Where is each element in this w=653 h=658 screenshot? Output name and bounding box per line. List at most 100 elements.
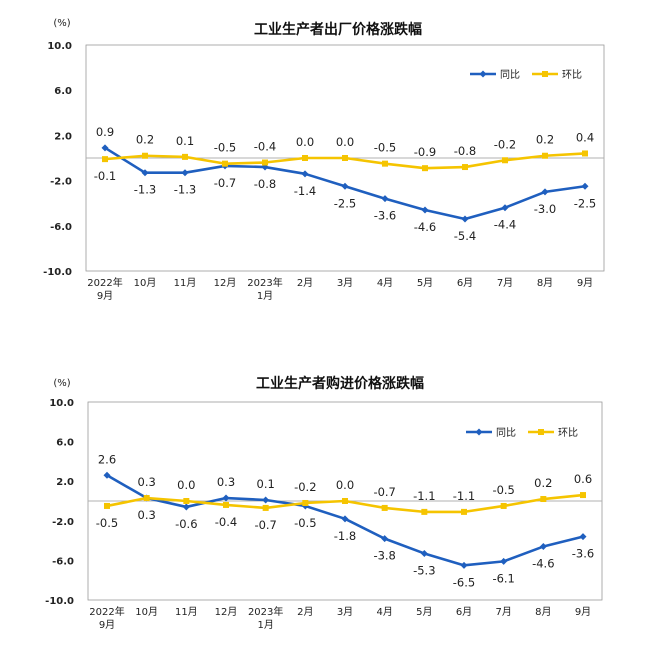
data-point-yoy	[460, 561, 468, 569]
x-tick-label-line: 3月	[337, 277, 353, 289]
x-tick-label: 5月	[416, 606, 432, 618]
x-tick-label-line: 2月	[297, 277, 313, 289]
x-tick-label-line: 12月	[214, 277, 237, 289]
x-tick-label-line: 2023年	[247, 276, 282, 289]
x-tick-label-line: 5月	[417, 277, 433, 289]
data-point-yoy	[101, 144, 109, 152]
data-label-yoy: 2.6	[98, 452, 116, 466]
data-label-mom: -0.5	[374, 141, 396, 155]
x-tick-label: 8月	[535, 606, 551, 618]
data-label-mom: 0.2	[534, 476, 552, 490]
data-point-yoy	[581, 182, 589, 190]
data-label-mom: 0.2	[136, 133, 154, 147]
data-point-yoy	[579, 533, 587, 541]
data-label-yoy: -4.4	[494, 218, 516, 232]
x-tick-label-line: 6月	[457, 277, 473, 289]
y-tick-label: -10.0	[43, 267, 72, 278]
x-tick-label: 2022年 9月	[89, 605, 124, 631]
y-tick-label: 2.0	[54, 131, 72, 142]
data-label-yoy: -1.8	[334, 529, 356, 543]
data-point-yoy	[341, 182, 349, 190]
data-label-yoy: -3.6	[374, 209, 396, 223]
x-tick-label: 7月	[495, 606, 511, 618]
x-tick-label-line: 1月	[257, 619, 273, 631]
data-point-mom	[102, 156, 108, 163]
data-point-yoy	[141, 169, 149, 177]
data-point-yoy	[501, 204, 509, 212]
data-point-mom	[421, 508, 428, 515]
data-label-yoy: 0.3	[217, 475, 235, 489]
data-point-mom	[342, 155, 348, 161]
x-tick-label-line: 8月	[537, 277, 553, 289]
data-point-mom	[302, 499, 309, 506]
data-label-yoy: 0.3	[138, 475, 156, 489]
x-tick-label: 3月	[337, 277, 353, 289]
x-tick-label-line: 11月	[175, 606, 198, 618]
data-label-mom: -0.5	[96, 516, 118, 530]
data-point-mom	[342, 498, 348, 504]
x-tick-label-line: 7月	[495, 606, 511, 618]
data-point-mom	[461, 508, 467, 515]
data-label-yoy: -3.6	[572, 547, 594, 561]
legend-label-yoy: 同比	[496, 427, 516, 439]
x-tick-label-line: 6月	[456, 606, 472, 618]
data-point-mom	[104, 502, 110, 509]
data-label-mom: -0.9	[414, 145, 436, 159]
x-tick-label-line: 2月	[297, 606, 313, 618]
x-tick-label: 2022年 9月	[87, 276, 122, 302]
legend-marker-yoy	[479, 70, 487, 78]
data-point-yoy	[381, 535, 389, 543]
data-point-mom	[262, 159, 268, 166]
x-tick-label-line: 3月	[337, 606, 353, 618]
data-point-mom	[422, 165, 428, 172]
data-label-yoy: -2.5	[574, 196, 596, 210]
x-tick-label-line: 4月	[377, 277, 393, 289]
data-label-yoy: -0.7	[214, 176, 236, 190]
legend-label-mom: 环比	[558, 427, 578, 439]
data-label-yoy: 0.1	[257, 477, 275, 491]
data-label-yoy: -3.8	[373, 549, 395, 563]
data-label-mom: -0.4	[254, 140, 276, 154]
x-tick-label: 8月	[537, 277, 553, 289]
data-point-mom	[381, 504, 388, 511]
x-tick-label: 4月	[376, 606, 392, 618]
data-label-mom: -0.4	[215, 515, 237, 529]
data-point-mom	[142, 152, 148, 159]
x-tick-label: 7月	[497, 277, 513, 289]
x-tick-label-line: 2022年	[89, 605, 124, 618]
data-point-yoy	[262, 496, 270, 504]
data-label-yoy: -6.1	[492, 571, 514, 585]
data-label-mom: -0.7	[373, 485, 395, 499]
data-point-yoy	[461, 215, 469, 223]
data-point-yoy	[182, 503, 190, 511]
x-tick-label-line: 11月	[174, 277, 197, 289]
x-tick-label: 12月	[215, 606, 238, 618]
chart-purchase-prices: 工业生产者购进价格涨跌幅 (%) 10.0 6.0 2.0 -2.0 -6.0 -10.0 20…	[45, 375, 603, 631]
data-point-yoy	[181, 169, 189, 177]
data-point-mom	[302, 155, 308, 161]
data-point-yoy	[381, 195, 389, 203]
x-tick-label: 3月	[337, 606, 353, 618]
data-label-yoy: -4.6	[532, 557, 554, 571]
legend-marker-mom	[538, 429, 544, 435]
data-point-mom	[582, 150, 588, 157]
chart-panel-output-prices: 工业生产者出厂价格涨跌幅 (%) 10.0 6.0 2.0 -2.0 -6.0 -10.0 20…	[43, 18, 605, 302]
x-tick-label-line: 10月	[134, 277, 157, 289]
data-point-yoy	[420, 549, 428, 557]
data-point-yoy	[103, 471, 111, 479]
data-label-mom: 0.0	[336, 478, 354, 492]
data-point-mom	[222, 160, 228, 167]
data-point-yoy	[421, 206, 429, 214]
data-point-mom	[183, 498, 190, 504]
x-tick-label-line: 9月	[575, 606, 591, 618]
data-label-mom: 0.0	[177, 478, 195, 492]
data-label-mom: -0.5	[214, 141, 236, 155]
chart-panel-purchase-prices: 工业生产者购进价格涨跌幅 (%) 10.0 6.0 2.0 -2.0 -6.0 -10.0 20…	[0, 329, 653, 658]
data-label-mom: -1.1	[453, 489, 475, 503]
data-label-mom: 0.2	[536, 133, 554, 147]
data-point-mom	[542, 152, 548, 159]
data-label-mom: 0.6	[574, 472, 592, 486]
data-label-yoy: -1.4	[294, 184, 316, 198]
x-tick-label: 11月	[174, 277, 197, 289]
data-label-mom: -1.1	[413, 489, 435, 503]
